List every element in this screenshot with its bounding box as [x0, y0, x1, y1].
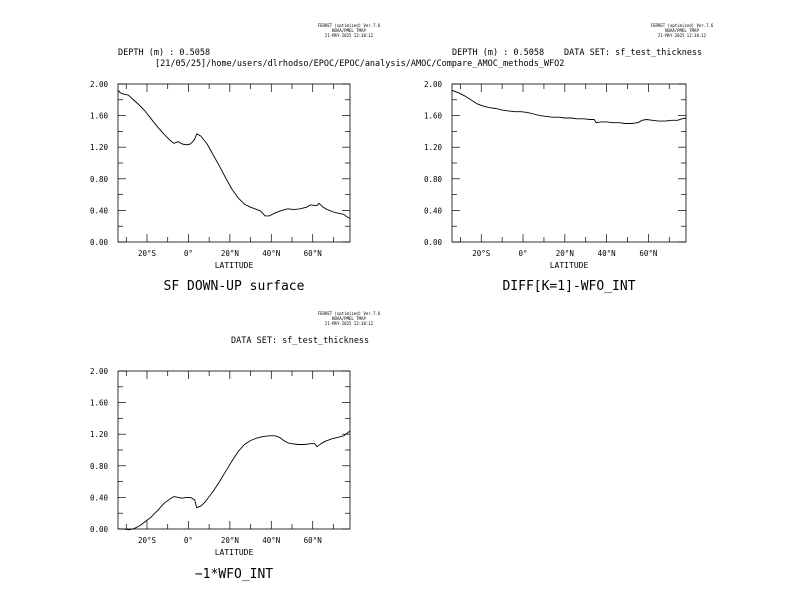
plot-frame: [117, 370, 351, 530]
x-tick-label: 60°N: [304, 536, 322, 545]
x-tick-label: 40°N: [262, 536, 280, 545]
chart-minus-wfo-int: 0.00 0.40 0.80 1.20 1.60 2.00 20°S 0° 20°N 40°N 60…: [90, 367, 351, 582]
y-tick-label: 1.20: [424, 143, 443, 152]
chart-caption: SF DOWN-UP surface: [164, 279, 305, 294]
x-tick-label: 20°N: [221, 536, 239, 545]
x-tick-label: 20°S: [472, 249, 491, 258]
y-tick-label: 1.20: [90, 430, 109, 439]
y-tick-label: 2.00: [90, 80, 109, 89]
plot-frame: [451, 83, 687, 243]
path-label: [21/05/25]/home/users/dlrhodso/EPOC/EPOC…: [155, 59, 564, 69]
x-tick-label: 20°S: [138, 536, 157, 545]
x-tick-label: 40°N: [262, 249, 280, 258]
dataset-label-3: DATA SET: sf_test_thickness: [231, 336, 369, 346]
dataset-label-2: DATA SET: sf_test_thickness: [564, 48, 702, 58]
ferret-stamp-1: FERRET (optimized) Ver.7.6 NOAA/PMEL TMA…: [318, 23, 381, 38]
plot-frame: [117, 83, 351, 243]
series-line: [117, 90, 351, 219]
chart-caption: −1*WFO_INT: [195, 567, 273, 582]
chart-caption: DIFF[K=1]-WFO_INT: [502, 279, 635, 294]
y-tick-label: 1.60: [90, 112, 109, 121]
y-tick-label: 1.20: [90, 143, 109, 152]
y-tick-label: 0.00: [90, 238, 109, 247]
ferret-date: 21-MAY-2025 12:38:12: [325, 33, 374, 38]
ferret-org: NOAA/PMEL TMAP: [665, 28, 699, 33]
series-line: [118, 430, 351, 531]
x-tick-label: 0°: [519, 249, 528, 258]
x-tick-label: 20°N: [221, 249, 239, 258]
x-axis-label: LATITUDE: [215, 548, 254, 557]
y-tick-label: 0.80: [424, 175, 443, 184]
y-tick-label: 0.80: [90, 462, 109, 471]
y-tick-label: 0.00: [90, 525, 109, 534]
ferret-date: 21-MAY-2025 12:38:12: [658, 33, 707, 38]
depth-label-1: DEPTH (m) : 0.5058: [118, 48, 210, 58]
x-axis-label: LATITUDE: [215, 261, 254, 270]
x-tick-label: 20°N: [556, 249, 574, 258]
y-tick-label: 1.60: [424, 112, 443, 121]
ferret-stamp-3: FERRET (optimized) Ver.7.6 NOAA/PMEL TMA…: [318, 311, 381, 326]
y-tick-label: 0.00: [424, 238, 443, 247]
y-tick-label: 2.00: [90, 367, 109, 376]
series-line: [451, 89, 687, 124]
ferret-version: FERRET (optimized) Ver.7.6: [318, 23, 381, 28]
depth-label-2: DEPTH (m) : 0.5058: [452, 48, 544, 58]
ferret-stamp-2: FERRET (optimized) Ver.7.6 NOAA/PMEL TMA…: [651, 23, 714, 38]
x-tick-label: 40°N: [598, 249, 616, 258]
chart-sf-down-up-surface: 0.00 0.40 0.80 1.20 1.60 2.00 20°S 0° 20°N 40°N 60…: [90, 80, 351, 294]
y-tick-label: 2.00: [424, 80, 443, 89]
ferret-org: NOAA/PMEL TMAP: [332, 316, 366, 321]
x-tick-label: 20°S: [138, 249, 157, 258]
y-tick-label: 0.80: [90, 175, 109, 184]
x-tick-label: 0°: [184, 536, 193, 545]
ferret-version: FERRET (optimized) Ver.7.6: [651, 23, 714, 28]
y-tick-label: 1.60: [90, 399, 109, 408]
y-tick-label: 0.40: [90, 206, 109, 215]
y-tick-label: 0.40: [90, 493, 109, 502]
x-tick-label: 60°N: [304, 249, 322, 258]
ferret-org: NOAA/PMEL TMAP: [332, 28, 366, 33]
x-tick-label: 60°N: [639, 249, 657, 258]
x-tick-label: 0°: [184, 249, 193, 258]
ferret-version: FERRET (optimized) Ver.7.6: [318, 311, 381, 316]
chart-diff-k1-wfo-int: 0.00 0.40 0.80 1.20 1.60 2.00 20°S 0° 20°N 40°N 60…: [424, 80, 687, 294]
x-axis-label: LATITUDE: [550, 261, 589, 270]
ferret-date: 21-MAY-2025 12:38:12: [325, 321, 374, 326]
y-tick-label: 0.40: [424, 206, 443, 215]
